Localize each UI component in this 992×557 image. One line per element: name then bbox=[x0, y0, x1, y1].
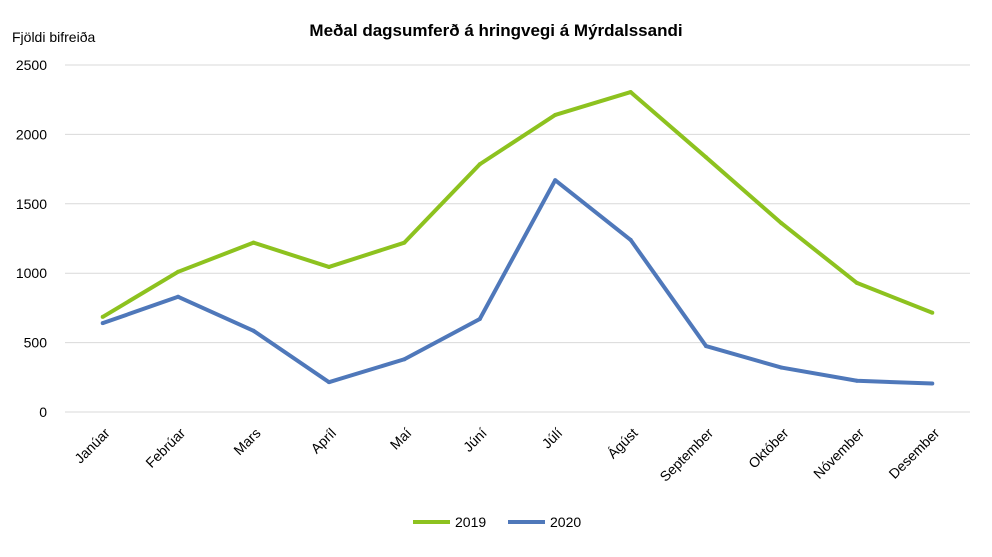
y-tick-label: 1500 bbox=[16, 196, 47, 212]
data-point-2019 bbox=[176, 269, 181, 274]
x-tick-label: Nóvember bbox=[810, 425, 867, 482]
x-tick-label: Mars bbox=[230, 425, 263, 458]
x-tick-label: Júlí bbox=[539, 425, 566, 452]
x-tick-label: Júní bbox=[460, 425, 490, 455]
data-point-2020 bbox=[176, 294, 181, 299]
y-tick-label: 2000 bbox=[16, 126, 47, 142]
data-point-2019 bbox=[704, 155, 709, 160]
x-tick-label: Janúar bbox=[71, 425, 113, 467]
x-tick-label: Febrúar bbox=[142, 425, 188, 471]
series-line-2019 bbox=[101, 90, 934, 319]
legend-label: 2020 bbox=[550, 514, 581, 530]
y-tick-label: 1000 bbox=[16, 265, 47, 281]
data-point-2020 bbox=[251, 328, 256, 333]
y-tick-label: 2500 bbox=[16, 57, 47, 73]
x-tick-label: Desember bbox=[885, 425, 942, 482]
data-point-2020 bbox=[326, 380, 331, 385]
data-point-2019 bbox=[326, 264, 331, 269]
data-point-2019 bbox=[251, 240, 256, 245]
x-tick-label: Ágúst bbox=[604, 425, 641, 462]
series-line-2020 bbox=[102, 178, 933, 386]
data-point-2020 bbox=[477, 317, 482, 322]
data-point-2019 bbox=[100, 314, 105, 319]
chart-title: Meðal dagsumferð á hringvegi á Mýrdalssa… bbox=[309, 21, 682, 40]
data-point-2019 bbox=[854, 280, 859, 285]
data-point-2020 bbox=[930, 381, 935, 386]
x-tick-label: September bbox=[656, 425, 716, 485]
data-point-2020 bbox=[100, 321, 105, 326]
data-point-2020 bbox=[704, 344, 709, 349]
data-point-2019 bbox=[628, 90, 633, 95]
data-point-2020 bbox=[628, 237, 633, 242]
data-point-2019 bbox=[402, 240, 407, 245]
data-point-2020 bbox=[779, 365, 784, 370]
data-point-2019 bbox=[477, 162, 482, 167]
data-point-2019 bbox=[930, 310, 935, 315]
y-tick-label: 500 bbox=[24, 335, 48, 351]
x-tick-label: Október bbox=[745, 425, 792, 472]
x-tick-label: Maí bbox=[387, 425, 415, 453]
data-point-2019 bbox=[553, 112, 558, 117]
y-tick-label: 0 bbox=[39, 404, 47, 420]
data-point-2020 bbox=[854, 378, 859, 383]
data-point-2020 bbox=[553, 178, 558, 183]
data-point-2020 bbox=[402, 357, 407, 362]
y-axis-label: Fjöldi bifreiða bbox=[12, 29, 95, 45]
x-tick-label: Apríl bbox=[307, 425, 339, 457]
data-point-2019 bbox=[779, 221, 784, 226]
legend-label: 2019 bbox=[455, 514, 486, 530]
